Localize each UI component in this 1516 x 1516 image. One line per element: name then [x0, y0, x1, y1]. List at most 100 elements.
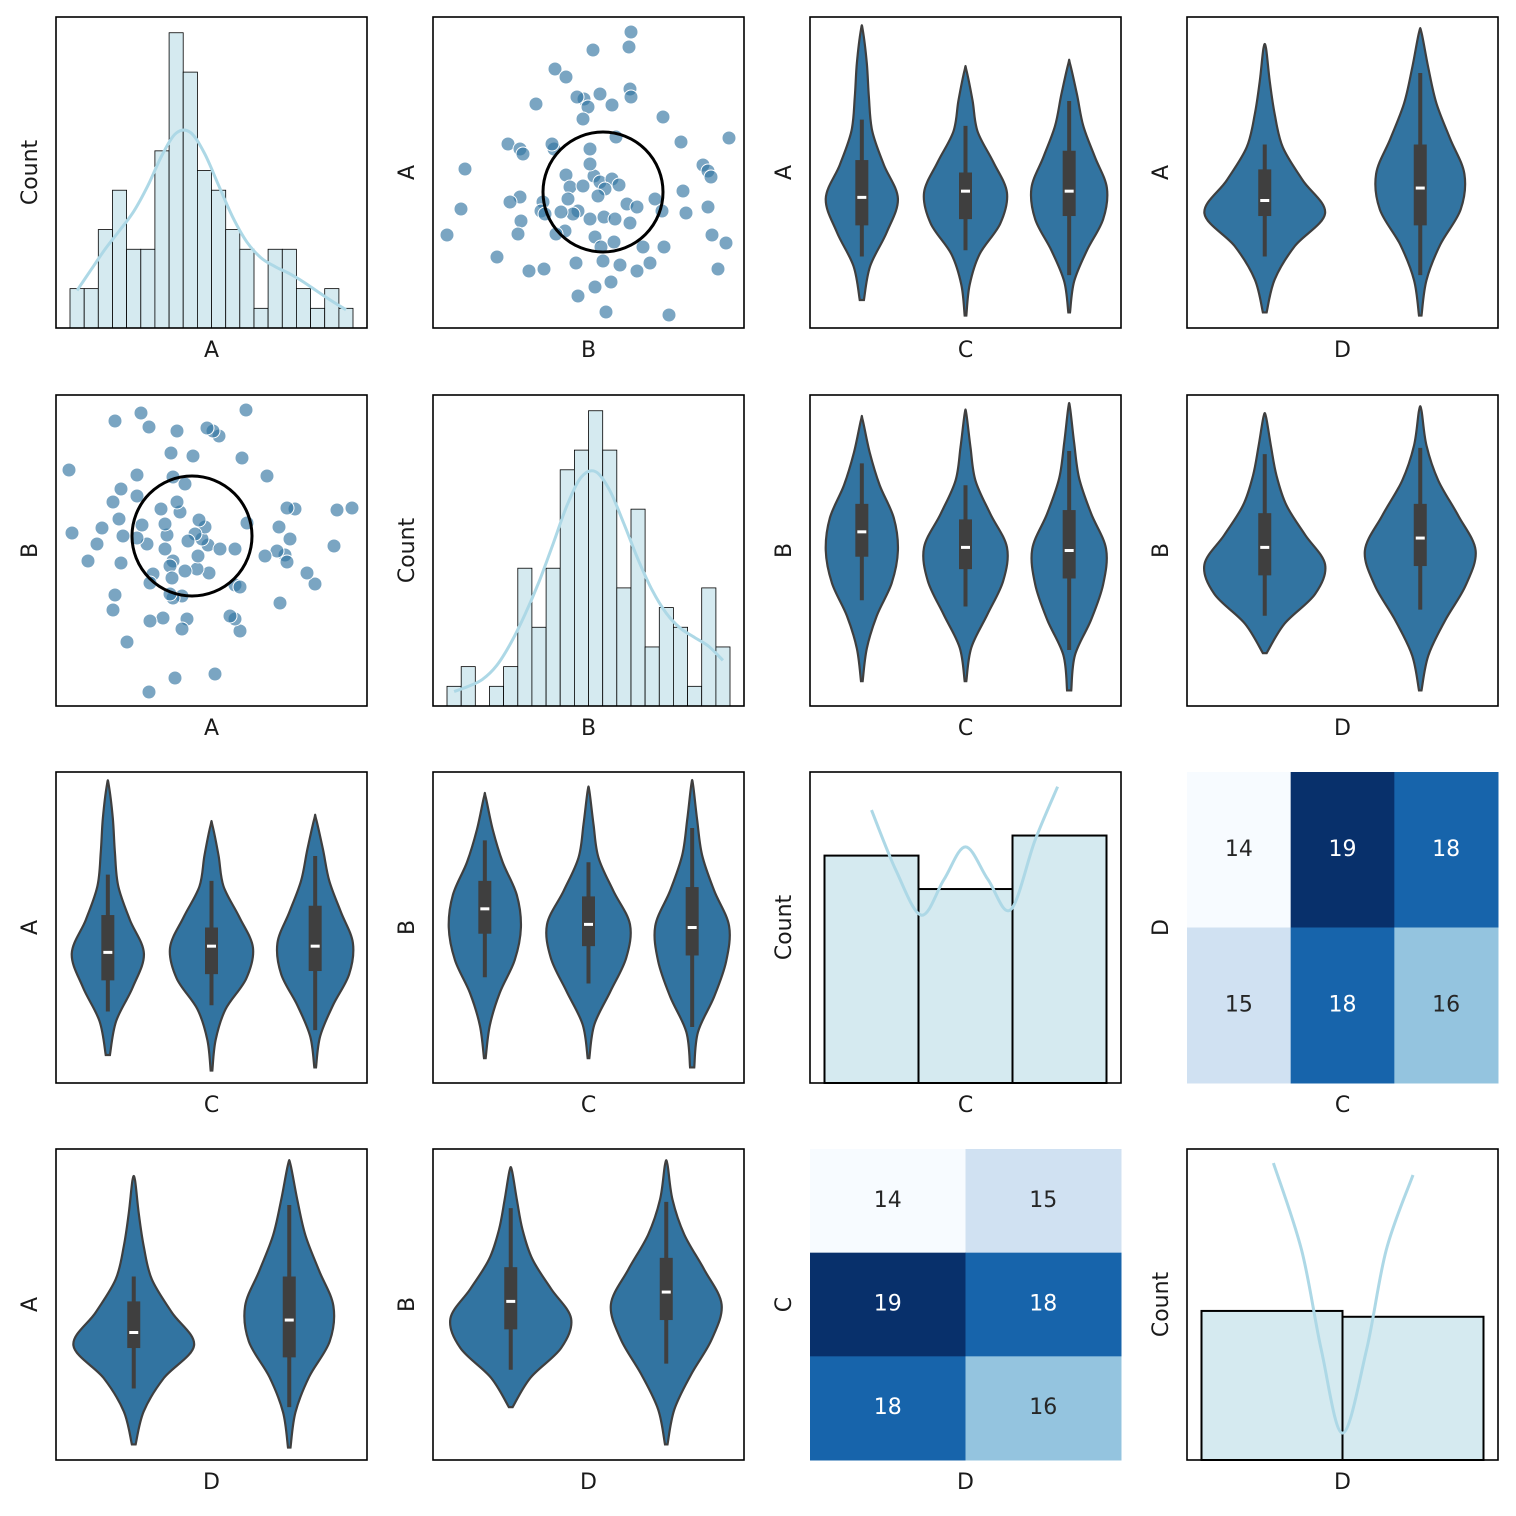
histogram-bar	[503, 666, 519, 707]
axes-frame	[55, 16, 368, 329]
histogram-bar	[489, 685, 505, 707]
heatmap-annotation: 14	[1225, 837, 1253, 862]
scatter-point	[515, 146, 531, 162]
heatmap-annotation: 18	[1329, 992, 1357, 1017]
violin-box	[1258, 513, 1272, 576]
x-axis-label: C	[958, 716, 973, 741]
scatter-point	[344, 500, 360, 516]
scatter-point	[439, 227, 455, 243]
scatter-point	[105, 494, 121, 510]
scatter-point	[105, 602, 121, 618]
scatter-point	[502, 194, 518, 210]
scatter-point	[604, 97, 620, 113]
heatmap-cell	[1187, 772, 1292, 928]
y-axis-label: A	[1149, 165, 1174, 180]
scatter-point	[113, 555, 129, 571]
violin-box	[659, 1257, 673, 1321]
scatter-point	[582, 141, 598, 157]
scatter-point	[212, 541, 228, 557]
scatter-point	[271, 519, 287, 535]
histogram-bar	[196, 170, 212, 329]
scatter-point	[560, 191, 576, 207]
scatter-point	[528, 96, 544, 112]
kde-line	[75, 128, 347, 312]
histogram-bar	[616, 587, 632, 707]
scatter-point	[703, 169, 719, 185]
histogram-bar	[658, 607, 674, 707]
histogram-bar	[112, 189, 127, 329]
scatter-point	[623, 89, 639, 105]
histogram-bar	[168, 32, 184, 329]
axes-frame	[809, 771, 1122, 1084]
scatter-point	[141, 684, 157, 700]
y-axis-label: Count	[395, 517, 420, 583]
histogram-bar	[545, 567, 561, 707]
scatter-point	[598, 304, 614, 320]
count-bar	[823, 854, 920, 1085]
heatmap-cell	[810, 1356, 966, 1461]
histogram-bar	[182, 71, 198, 329]
x-axis-label: C	[1335, 1093, 1350, 1118]
axes-frame	[55, 394, 368, 707]
axes-frame	[432, 16, 745, 329]
axes-frame	[432, 771, 745, 1084]
scatter-point	[661, 307, 677, 323]
x-axis-label: C	[581, 1093, 596, 1118]
x-axis-label: A	[204, 716, 219, 741]
histogram-bar	[140, 248, 156, 329]
y-axis-label: B	[772, 543, 797, 558]
scatter-point	[675, 183, 691, 199]
violin-box	[127, 1301, 141, 1349]
scatter-point	[590, 188, 606, 204]
x-axis-label: A	[204, 338, 219, 363]
histogram-bar	[154, 150, 170, 329]
scatter-point	[234, 450, 250, 466]
histogram-bar	[310, 307, 326, 329]
scatter-point	[279, 500, 295, 516]
scatter-point	[655, 109, 671, 125]
scatter-point	[329, 502, 345, 518]
heatmap-annotation: 16	[1432, 992, 1460, 1017]
scatter-point	[569, 89, 585, 105]
kde-line	[453, 469, 725, 693]
scatter-point	[164, 570, 180, 586]
axes-frame	[1186, 394, 1499, 707]
scatter-point	[582, 211, 598, 227]
scatter-point	[190, 548, 206, 564]
axes-frame	[55, 1148, 368, 1461]
violin-box	[282, 1276, 296, 1358]
scatter-point	[536, 261, 552, 277]
x-axis-label: B	[581, 716, 596, 741]
highlight-circle	[130, 474, 254, 598]
scatter-point	[169, 494, 185, 510]
histogram-bar	[239, 248, 255, 329]
violin-box	[205, 927, 218, 975]
scatter-point	[558, 69, 574, 85]
scatter-point	[232, 579, 248, 595]
count-bar	[1200, 1309, 1344, 1461]
axes-frame	[809, 16, 1122, 329]
axes-frame	[1186, 16, 1499, 329]
scatter-point	[133, 405, 149, 421]
heatmap-annotation: 15	[1029, 1188, 1057, 1213]
violin-box	[478, 880, 492, 934]
scatter-point	[606, 234, 622, 250]
scatter-point	[621, 39, 637, 55]
heatmap-cell	[965, 1149, 1122, 1254]
scatter-point	[180, 533, 196, 549]
histogram-bar	[531, 626, 547, 707]
scatter-point	[111, 511, 127, 527]
scatter-point	[64, 525, 80, 541]
kde-line	[1271, 1162, 1415, 1435]
scatter-point	[185, 448, 201, 464]
violin-box	[582, 896, 595, 947]
y-axis-label: A	[18, 920, 43, 935]
scatter-point	[547, 61, 563, 77]
violin-box	[504, 1267, 518, 1330]
kde-line	[870, 786, 1060, 917]
scatter-point	[222, 608, 238, 624]
scatter-point	[115, 528, 131, 544]
histogram-bar	[267, 248, 283, 329]
histogram-bar	[644, 646, 660, 707]
